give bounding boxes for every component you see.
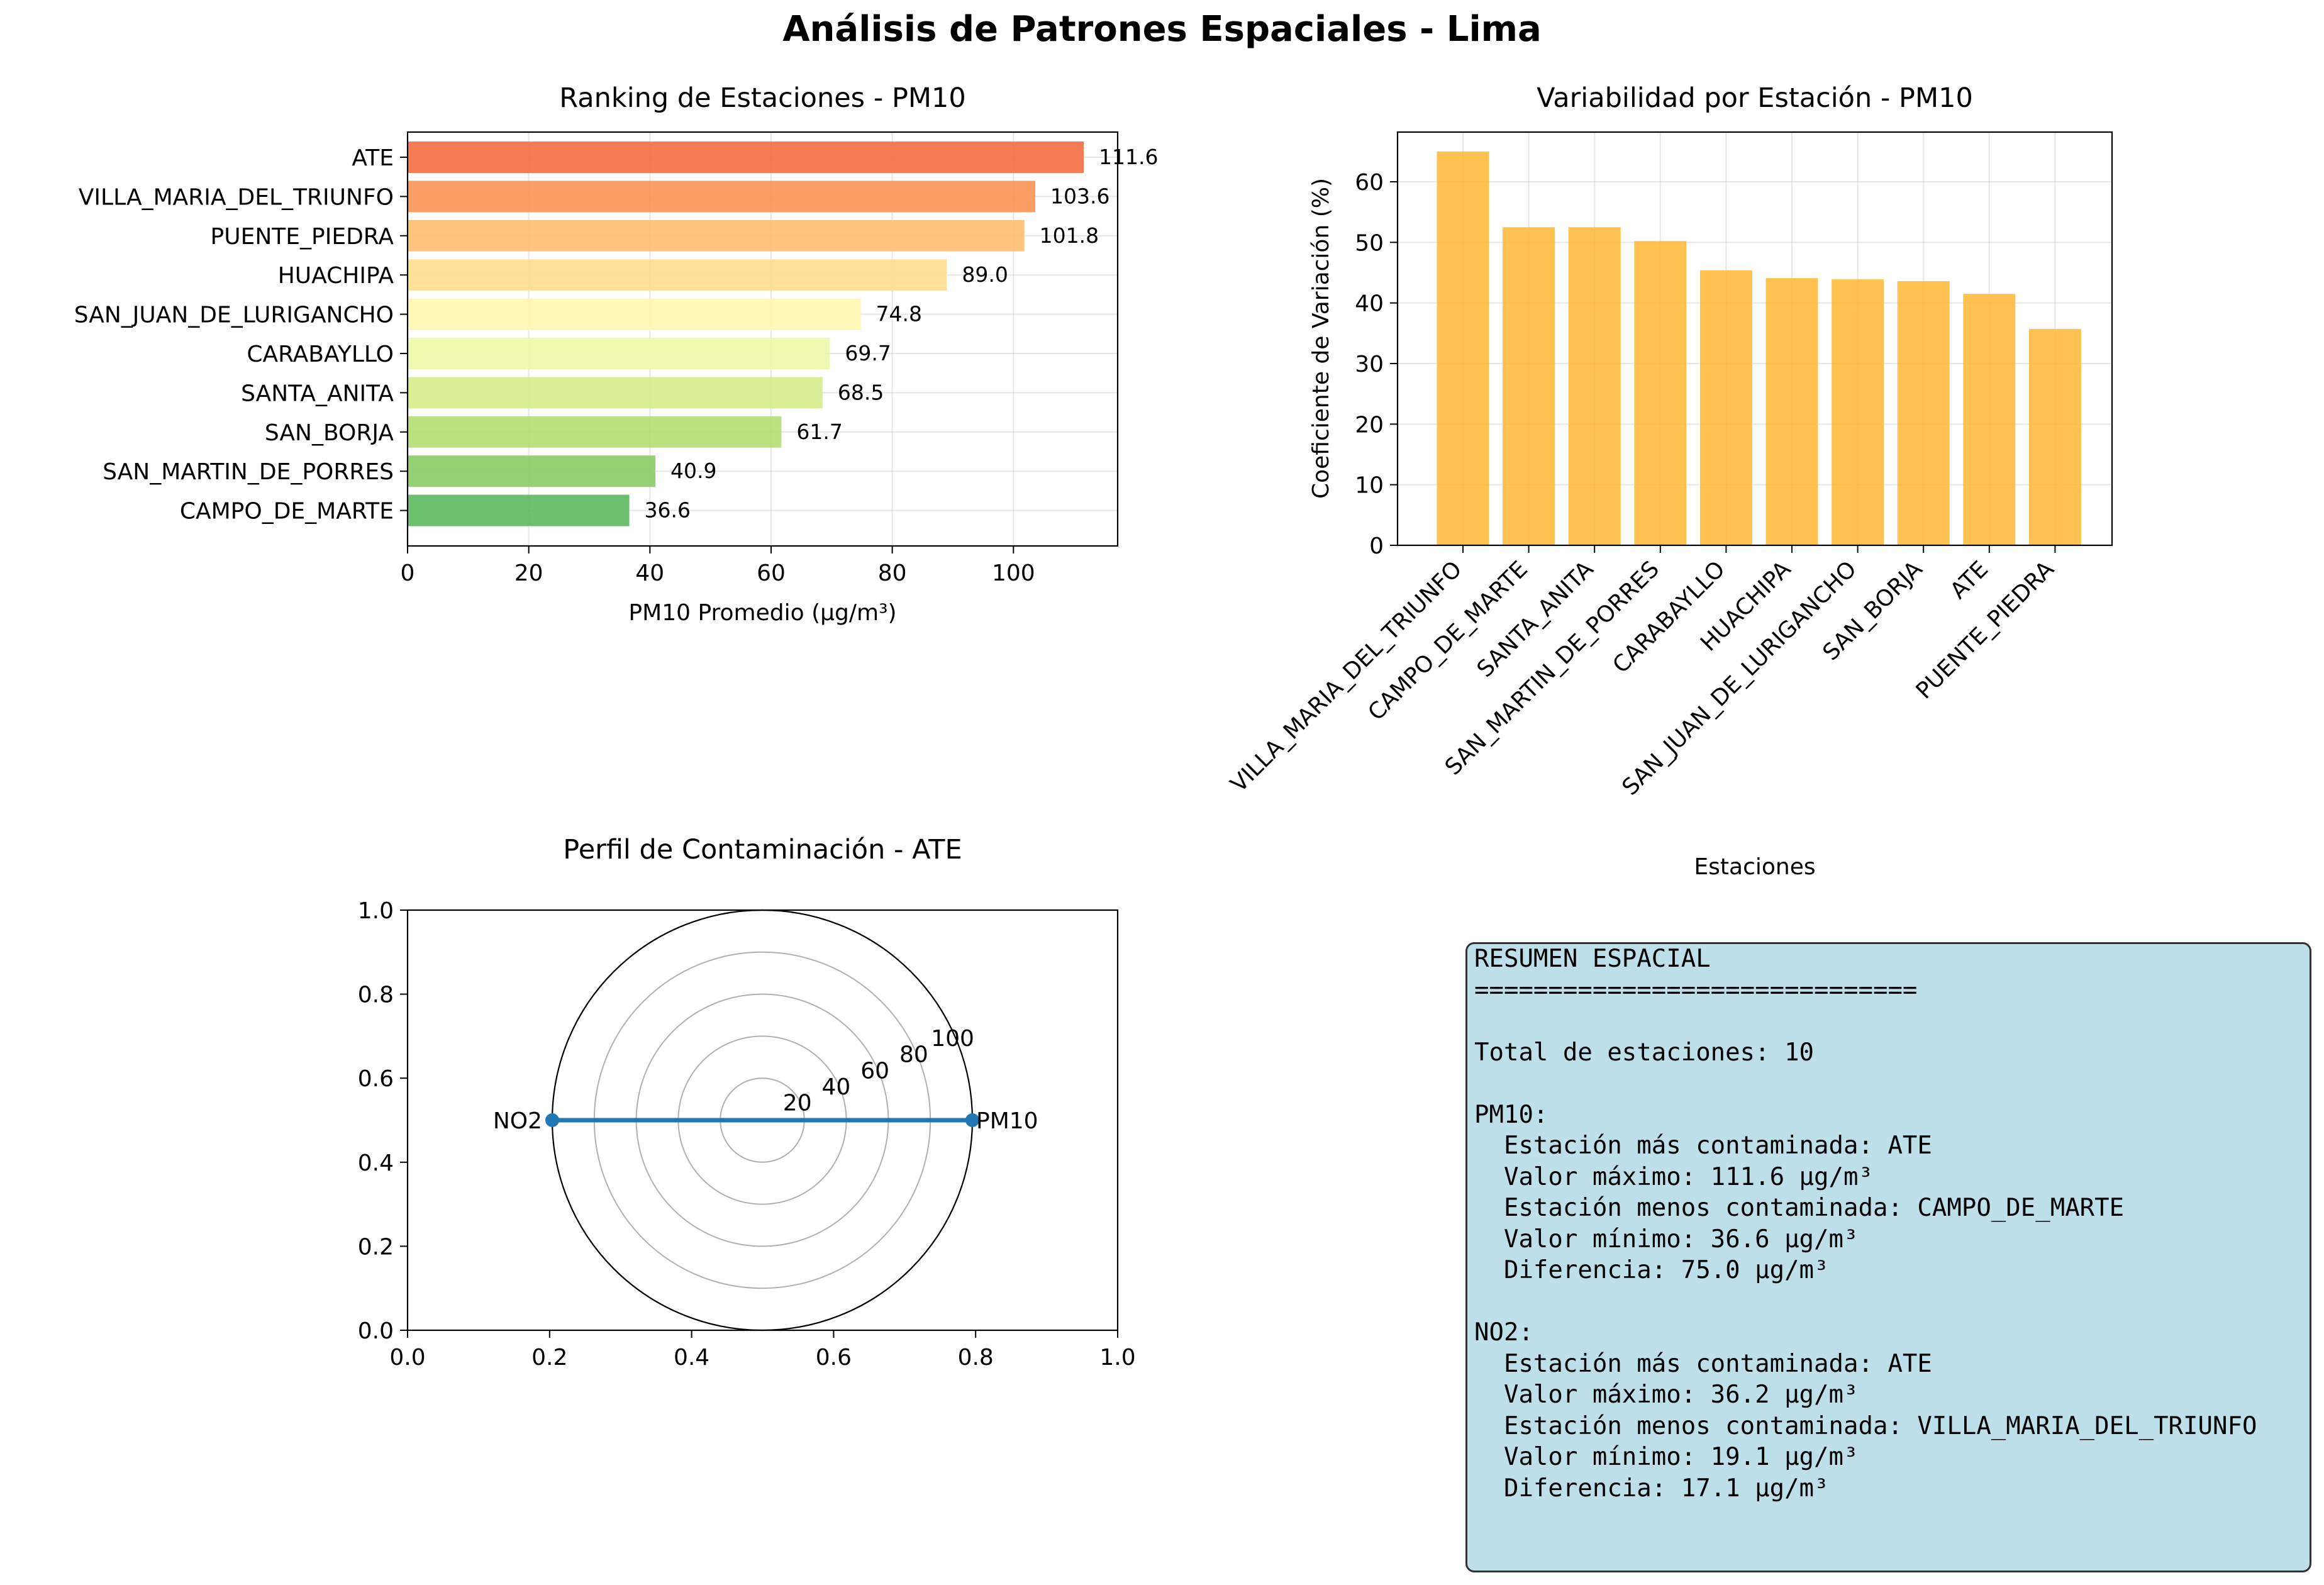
chart2-ytick-label: 20 [1355, 412, 1384, 438]
chart1-category-label: CARABAYLLO [247, 342, 394, 367]
chart2-category-label: CARABAYLLO [1608, 556, 1730, 678]
chart2-ytick-label: 10 [1355, 473, 1384, 499]
chart3-rtick-label: 60 [860, 1058, 889, 1084]
chart1-xtick-label: 0 [401, 560, 415, 586]
pm10-ranking-chart: Ranking de Estaciones - PM10 ATE 111.6 VILL… [74, 82, 1159, 626]
chart2-ytick-label: 30 [1355, 352, 1384, 377]
chart2-bar [1963, 294, 2016, 545]
chart2-category-label: SANTA_ANITA [1472, 556, 1599, 682]
chart1-value-label: 89.0 [962, 262, 1008, 287]
chart1-category-label: SAN_MARTIN_DE_PORRES [103, 459, 394, 485]
chart1-category-label: SAN_JUAN_DE_LURIGANCHO [74, 303, 394, 328]
chart1-xtick-label: 100 [992, 560, 1035, 586]
chart1-value-label: 69.7 [845, 341, 891, 365]
chart2-bar [1437, 151, 1489, 546]
chart3-point [965, 1113, 979, 1127]
chart2-category-label: SAN_JUAN_DE_LURIGANCHO [1618, 556, 1862, 800]
summary-box [1465, 942, 2311, 1572]
chart1-category-label: ATE [352, 145, 394, 171]
chart1-frame [406, 131, 1119, 547]
chart2-ylabel: Coeficiente de Variación (%) [1308, 178, 1334, 499]
chart2-bar [1897, 281, 1950, 545]
chart1-value-label: 74.8 [876, 302, 922, 326]
chart2-title: Variabilidad por Estación - PM10 [1537, 82, 1973, 114]
chart1-bar [408, 416, 782, 448]
chart3-rtick-label: 80 [899, 1042, 928, 1068]
figure-title: Análisis de Patrones Espaciales - Lima [782, 9, 1542, 50]
chart1-value-label: 101.8 [1040, 223, 1099, 248]
chart3-xtick-label: 0.8 [958, 1345, 994, 1371]
chart2-bar [1503, 227, 1555, 545]
chart3-point [545, 1113, 559, 1127]
chart1-bar [408, 142, 1084, 173]
chart1-bar [408, 377, 823, 409]
chart3-xtick-label: 0.0 [389, 1345, 425, 1371]
chart1-category-label: CAMPO_DE_MARTE [180, 499, 394, 525]
chart3-rtick-label: 100 [931, 1026, 974, 1052]
chart1-value-label: 36.6 [645, 498, 691, 523]
chart2-bar [1832, 279, 1884, 545]
chart3-category-label: NO2 [493, 1108, 542, 1134]
chart3-ytick-label: 0.4 [358, 1150, 394, 1176]
chart1-category-label: PUENTE_PIEDRA [211, 224, 394, 250]
chart1-bar [408, 259, 947, 291]
chart3-xtick-label: 0.4 [674, 1345, 709, 1371]
chart3-xtick-label: 0.6 [816, 1345, 852, 1371]
chart1-category-label: VILLA_MARIA_DEL_TRIUNFO [79, 184, 394, 210]
chart1-xtick-label: 60 [757, 560, 786, 586]
chart3-xtick-label: 0.2 [531, 1345, 567, 1371]
chart1-category-label: SAN_BORJA [265, 420, 394, 446]
chart3-ytick-label: 0.6 [358, 1066, 394, 1092]
chart1-xlabel: PM10 Promedio (µg/m³) [628, 600, 896, 626]
chart1-bar [408, 494, 630, 526]
chart2-ytick-label: 40 [1355, 291, 1384, 317]
chart1-bar [408, 455, 655, 487]
chart3-rtick-label: 20 [783, 1090, 812, 1116]
chart3-title: Perfil de Contaminación - ATE [563, 834, 962, 865]
chart3-ytick-label: 0.2 [358, 1234, 394, 1260]
chart1-bar [408, 220, 1025, 252]
chart1-xtick-label: 40 [635, 560, 664, 586]
summary-text: RESUMEN ESPACIAL =======================… [1474, 945, 2257, 1503]
chart3-xtick-label: 1.0 [1099, 1345, 1135, 1371]
chart2-bar [1568, 227, 1621, 545]
chart2-ytick-label: 60 [1355, 170, 1384, 196]
chart3-category-label: PM10 [976, 1108, 1038, 1134]
chart1-category-label: SANTA_ANITA [241, 381, 394, 406]
chart2-bar [2028, 329, 2081, 545]
chart1-value-label: 40.9 [670, 459, 716, 483]
chart2-bar [1765, 278, 1818, 545]
chart1-value-label: 103.6 [1050, 184, 1109, 208]
chart1-value-label: 111.6 [1099, 145, 1158, 169]
chart1-xtick-label: 20 [514, 560, 543, 586]
pollution-profile-radar: Perfil de Contaminación - ATE 0.00.0 0.2 0.… [358, 834, 1136, 1371]
pm10-variability-chart: Variabilidad por Estación - PM10 0 10 20 30 4… [1226, 82, 2113, 880]
chart3-ytick-label: 0.0 [358, 1318, 394, 1344]
chart2-category-label: ATE [1945, 556, 1993, 604]
chart1-value-label: 61.7 [796, 420, 842, 444]
chart3-ytick-label: 1.0 [358, 898, 394, 924]
chart1-category-label: HUACHIPA [278, 263, 394, 289]
chart2-bar [1634, 241, 1687, 545]
chart2-xlabel: Estaciones [1694, 854, 1815, 880]
chart1-value-label: 68.5 [838, 380, 884, 404]
chart2-ytick-label: 0 [1369, 533, 1384, 559]
chart2-bar [1699, 270, 1752, 545]
chart1-title: Ranking de Estaciones - PM10 [559, 82, 965, 114]
chart3-ytick-label: 0.8 [358, 982, 394, 1008]
chart2-ytick-label: 50 [1355, 230, 1384, 256]
chart1-xtick-label: 80 [878, 560, 907, 586]
chart2-frame [1396, 131, 2113, 547]
chart1-bar [408, 338, 830, 369]
chart2-category-label: VILLA_MARIA_DEL_TRIUNFO [1226, 556, 1467, 797]
chart1-bar [408, 298, 861, 330]
chart1-bar [408, 181, 1035, 213]
chart3-rtick-label: 40 [822, 1074, 851, 1100]
